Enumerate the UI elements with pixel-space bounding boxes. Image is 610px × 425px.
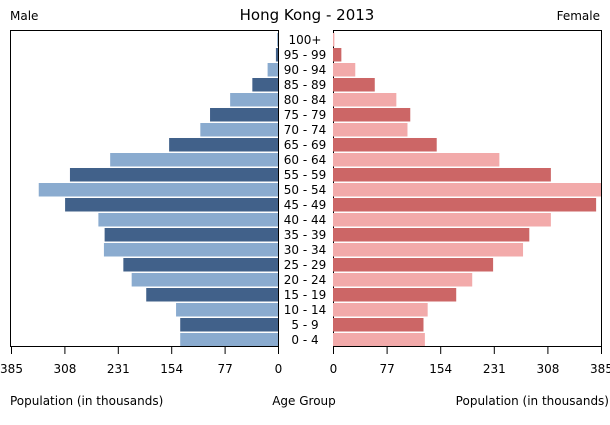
age-label-90-94: 90 - 94	[284, 63, 327, 77]
female-x-axis: 0 77 154 231 308 385	[330, 346, 610, 376]
female-bar-15-19	[333, 288, 457, 302]
male-tick-label-385: 385	[0, 362, 23, 376]
age-label-40-44: 40 - 44	[284, 213, 327, 227]
female-bar-100	[333, 33, 335, 47]
female-tick-label-154: 154	[429, 362, 452, 376]
male-bar-100	[277, 33, 278, 47]
female-tick-label-77: 77	[379, 362, 394, 376]
female-bar-70-74	[333, 123, 408, 137]
female-bar-95-99	[333, 48, 342, 62]
male-bar-90-94	[267, 63, 278, 77]
age-label-70-74: 70 - 74	[284, 123, 327, 137]
male-bar-15-19	[146, 288, 278, 302]
male-bar-50-54	[38, 183, 278, 197]
female-bar-50-54	[333, 183, 601, 197]
female-bar-75-79	[333, 108, 411, 122]
age-label-30-34: 30 - 34	[284, 243, 327, 257]
male-tick-label-231: 231	[107, 362, 130, 376]
male-bar-10-14	[176, 303, 278, 317]
male-bar-40-44	[98, 213, 278, 227]
age-label-65-69: 65 - 69	[284, 138, 327, 152]
male-x-axis: 0 77 154 231 308 385	[0, 346, 282, 376]
male-tick-label-77: 77	[217, 362, 232, 376]
age-label-85-89: 85 - 89	[284, 78, 327, 92]
age-label-60-64: 60 - 64	[284, 153, 327, 167]
female-bar-55-59	[333, 168, 551, 182]
male-bar-30-34	[103, 243, 278, 257]
female-bar-45-49	[333, 198, 597, 212]
female-bar-65-69	[333, 138, 437, 152]
male-bar-75-79	[210, 108, 278, 122]
female-bar-80-84	[333, 93, 397, 107]
female-x-axis-title: Population (in thousands)	[456, 394, 609, 408]
age-label-80-84: 80 - 84	[284, 93, 327, 107]
age-label-55-59: 55 - 59	[284, 168, 327, 182]
age-label-25-29: 25 - 29	[284, 258, 327, 272]
age-group-axis-title: Age Group	[272, 394, 336, 408]
female-bar-10-14	[333, 303, 428, 317]
female-bar-85-89	[333, 78, 375, 92]
male-tick-label-154: 154	[160, 362, 183, 376]
age-label-20-24: 20 - 24	[284, 273, 327, 287]
female-bar-60-64	[333, 153, 500, 167]
age-label-75-79: 75 - 79	[284, 108, 327, 122]
female-bar-20-24	[333, 273, 473, 287]
male-tick-label-0: 0	[275, 362, 283, 376]
age-label-95-99: 95 - 99	[284, 48, 327, 62]
male-bar-85-89	[252, 78, 278, 92]
age-label-10-14: 10 - 14	[284, 303, 327, 317]
male-bar-0-4	[180, 333, 278, 347]
male-bar-5-9	[180, 318, 278, 332]
male-label: Male	[10, 9, 38, 23]
male-bars	[38, 33, 279, 347]
age-label-45-49: 45 - 49	[284, 198, 327, 212]
male-bar-35-39	[104, 228, 278, 242]
female-label: Female	[557, 9, 600, 23]
male-tick-label-308: 308	[53, 362, 76, 376]
male-bar-80-84	[230, 93, 278, 107]
male-bar-55-59	[69, 168, 278, 182]
female-bar-40-44	[333, 213, 551, 227]
female-tick-label-231: 231	[483, 362, 506, 376]
chart-title: Hong Kong - 2013	[240, 6, 375, 24]
age-label-100: 100+	[289, 33, 322, 47]
age-label-35-39: 35 - 39	[284, 228, 327, 242]
age-label-5-9: 5 - 9	[291, 318, 318, 332]
age-label-0-4: 0 - 4	[291, 333, 318, 347]
male-bar-20-24	[131, 273, 278, 287]
age-label-15-19: 15 - 19	[284, 288, 327, 302]
female-tick-label-308: 308	[536, 362, 559, 376]
male-bar-70-74	[200, 123, 278, 137]
female-bars	[333, 33, 601, 347]
female-bar-25-29	[333, 258, 494, 272]
male-bar-25-29	[123, 258, 278, 272]
female-bar-35-39	[333, 228, 530, 242]
male-bar-65-69	[169, 138, 278, 152]
female-tick-label-385: 385	[590, 362, 610, 376]
female-bar-90-94	[333, 63, 356, 77]
age-label-50-54: 50 - 54	[284, 183, 327, 197]
male-bar-60-64	[110, 153, 279, 167]
male-x-axis-title: Population (in thousands)	[10, 394, 163, 408]
female-bar-5-9	[333, 318, 424, 332]
female-bar-0-4	[333, 333, 425, 347]
male-bar-95-99	[275, 48, 278, 62]
female-tick-label-0: 0	[330, 362, 338, 376]
female-bar-30-34	[333, 243, 524, 257]
male-bar-45-49	[65, 198, 278, 212]
